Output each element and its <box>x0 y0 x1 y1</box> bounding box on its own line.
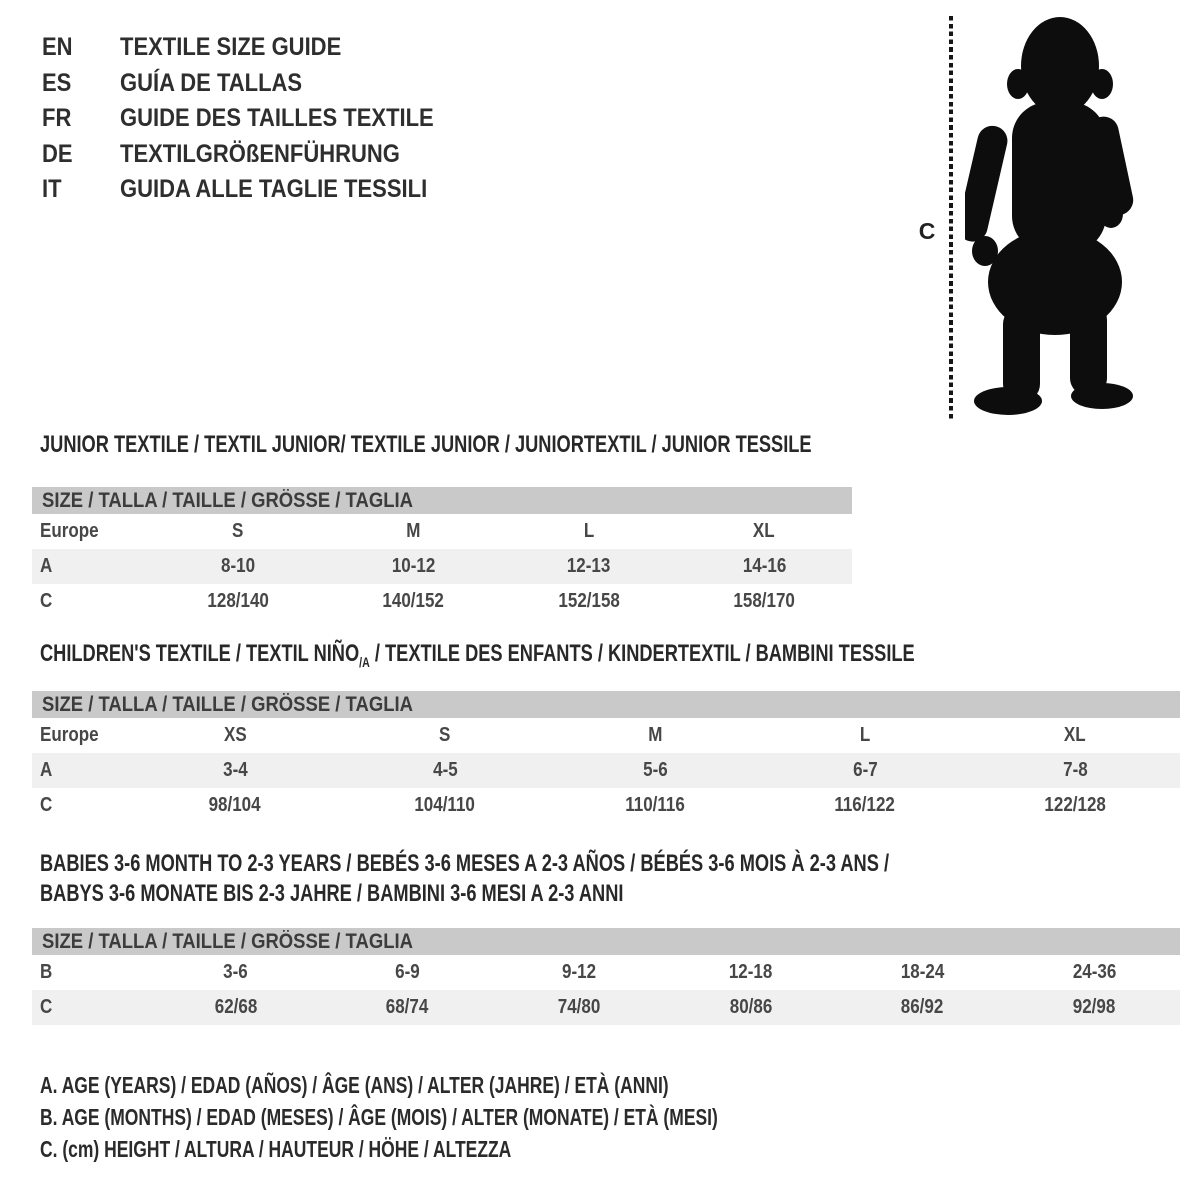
language-title-row: ES GUÍA DE TALLAS <box>42 66 477 102</box>
table-cell: 5-6 <box>642 759 668 781</box>
babies-section-title: BABIES 3-6 MONTH TO 2-3 YEARS / BEBÉS 3-… <box>40 850 890 907</box>
size-header-bar: SIZE / TALLA / TAILLE / GRÖSSE / TAGLIA <box>32 487 852 514</box>
table-cell: 6-9 <box>395 961 420 983</box>
guide-title: GUIDE DES TAILLES TEXTILE <box>120 104 434 132</box>
table-row: A 3-4 4-5 5-6 6-7 7-8 <box>32 753 1180 788</box>
language-title-row: IT GUIDA ALLE TAGLIE TESSILI <box>42 172 477 208</box>
language-code: IT <box>42 175 62 203</box>
junior-size-table: SIZE / TALLA / TAILLE / GRÖSSE / TAGLIA … <box>32 487 852 619</box>
nino-a-subscript: /A <box>359 653 370 670</box>
table-cell: S <box>232 520 244 542</box>
table-cell: 12-18 <box>729 961 773 983</box>
table-cell: M <box>406 520 421 542</box>
legend-line-age-months: B. AGE (MONTHS) / EDAD (MESES) / ÂGE (MO… <box>40 1104 718 1130</box>
table-cell: 3-4 <box>222 759 248 781</box>
language-code: FR <box>42 104 72 132</box>
table-cell: XS <box>223 724 247 746</box>
table-cell: 12-13 <box>567 555 611 577</box>
guide-title: GUÍA DE TALLAS <box>120 68 303 97</box>
table-cell: 68/74 <box>386 996 429 1018</box>
table-cell: L <box>859 724 871 746</box>
table-row: Europe XS S M L XL <box>32 718 1180 753</box>
table-cell: 80/86 <box>729 996 773 1018</box>
table-cell: XL <box>1064 724 1086 746</box>
table-row: C 62/68 68/74 74/80 80/86 86/92 92/98 <box>32 990 1180 1025</box>
children-section-title: CHILDREN'S TEXTILE / TEXTIL NIÑO/A / TEX… <box>40 640 915 670</box>
table-cell: 74/80 <box>557 996 601 1018</box>
language-title-row: FR GUIDE DES TAILLES TEXTILE <box>42 101 477 137</box>
table-cell: XL <box>753 520 776 542</box>
table-cell: 3-6 <box>223 961 249 983</box>
table-cell: 116/122 <box>834 794 896 816</box>
children-size-table: SIZE / TALLA / TAILLE / GRÖSSE / TAGLIA … <box>32 691 1180 823</box>
language-code: EN <box>42 33 73 61</box>
size-header-bar: SIZE / TALLA / TAILLE / GRÖSSE / TAGLIA <box>32 928 1180 955</box>
measurement-legend: A. AGE (YEARS) / EDAD (AÑOS) / ÂGE (ANS)… <box>40 1069 932 1165</box>
table-cell: 14-16 <box>742 555 786 577</box>
language-title-row: DE TEXTILGRÖßENFÜHRUNG <box>42 137 477 173</box>
junior-section-title: JUNIOR TEXTILE / TEXTIL JUNIOR/ TEXTILE … <box>40 431 812 458</box>
table-row: Europe S M L XL <box>32 514 852 549</box>
table-cell: 18-24 <box>900 961 945 983</box>
legend-line-age-years: A. AGE (YEARS) / EDAD (AÑOS) / ÂGE (ANS)… <box>40 1072 669 1098</box>
height-measure-line <box>949 16 953 420</box>
guide-title: GUIDA ALLE TAGLIE TESSILI <box>120 175 428 203</box>
height-measure-label: C <box>918 218 936 244</box>
table-cell: 8-10 <box>220 555 255 577</box>
row-label: C <box>40 996 53 1018</box>
table-row: C 128/140 140/152 152/158 158/170 <box>32 584 852 619</box>
table-cell: L <box>583 520 594 542</box>
language-title-row: EN TEXTILE SIZE GUIDE <box>42 30 477 66</box>
size-header-bar: SIZE / TALLA / TAILLE / GRÖSSE / TAGLIA <box>32 691 1180 718</box>
language-title-list: EN TEXTILE SIZE GUIDE ES GUÍA DE TALLAS … <box>42 30 477 208</box>
table-cell: 98/104 <box>208 794 261 816</box>
row-label: C <box>40 590 53 612</box>
table-cell: 86/92 <box>901 996 944 1018</box>
table-cell: 152/158 <box>558 590 620 612</box>
table-cell: 7-8 <box>1062 759 1088 781</box>
row-label: A <box>40 759 53 781</box>
row-label: Europe <box>40 724 99 746</box>
table-row: A 8-10 10-12 12-13 14-16 <box>32 549 852 584</box>
table-cell: S <box>439 724 451 746</box>
toddler-silhouette-icon <box>965 17 1134 415</box>
table-cell: 9-12 <box>562 961 597 983</box>
row-label: A <box>40 555 53 577</box>
language-code: ES <box>42 68 72 97</box>
table-row: C 98/104 104/110 110/116 116/122 122/128 <box>32 788 1180 823</box>
guide-title: TEXTILGRÖßENFÜHRUNG <box>120 139 400 168</box>
table-cell: 4-5 <box>432 759 458 781</box>
guide-title: TEXTILE SIZE GUIDE <box>120 33 342 61</box>
table-cell: 128/140 <box>207 590 269 612</box>
babies-size-table: SIZE / TALLA / TAILLE / GRÖSSE / TAGLIA … <box>32 928 1180 1025</box>
row-label: B <box>40 961 53 983</box>
table-cell: 140/152 <box>382 590 444 612</box>
table-cell: 110/116 <box>625 794 685 816</box>
table-cell: 24-36 <box>1072 961 1116 983</box>
table-cell: 158/170 <box>733 590 795 612</box>
row-label: C <box>40 794 53 816</box>
table-cell: M <box>647 724 663 746</box>
legend-line-height-cm: C. (cm) HEIGHT / ALTURA / HAUTEUR / HÖHE… <box>40 1136 512 1162</box>
table-cell: 104/110 <box>414 794 476 816</box>
language-code: DE <box>42 139 73 168</box>
table-cell: 92/98 <box>1072 996 1116 1018</box>
table-cell: 10-12 <box>391 555 435 577</box>
table-cell: 122/128 <box>1044 794 1106 816</box>
table-cell: 6-7 <box>852 759 878 781</box>
row-label: Europe <box>40 520 99 542</box>
table-row: B 3-6 6-9 9-12 12-18 18-24 24-36 <box>32 955 1180 990</box>
table-cell: 62/68 <box>214 996 258 1018</box>
